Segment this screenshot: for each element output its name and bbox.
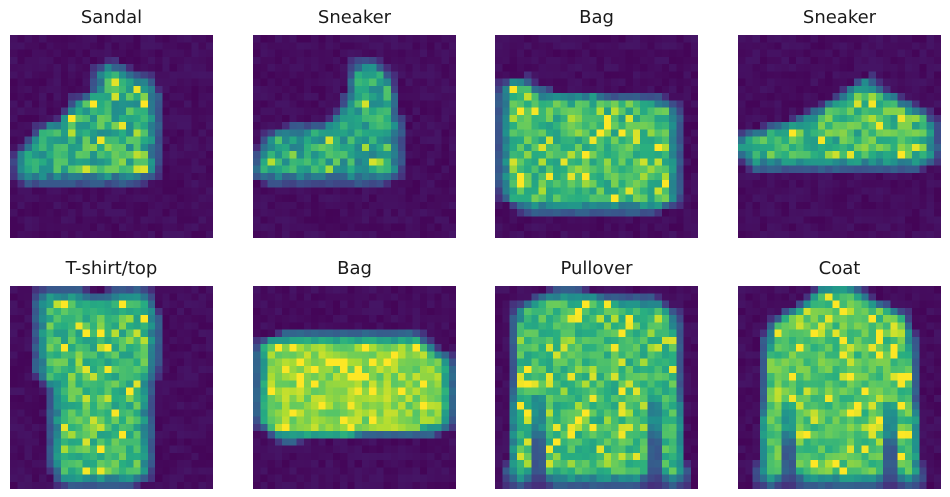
panel-image [738,286,941,489]
panel-title: T-shirt/top [65,258,158,279]
panel-title: Sneaker [802,7,877,28]
panel-title: Sneaker [317,7,392,28]
panel-bag-2: Bag [253,254,456,490]
panel-bag-1: Bag [495,3,698,239]
panel-image [10,286,213,489]
panel-title: Coat [818,258,861,279]
panel-image [253,35,456,238]
panel-sneaker-1: Sneaker [253,3,456,239]
panel-image [10,35,213,238]
panel-image [495,286,698,489]
panel-coat: Coat [738,254,941,490]
panel-image [495,35,698,238]
panel-title: Pullover [560,258,633,279]
panel-title: Bag [337,258,372,279]
panel-tshirt: T-shirt/top [10,254,213,490]
panel-image [738,35,941,238]
panel-image [253,286,456,489]
panel-sneaker-2: Sneaker [738,3,941,239]
panel-pullover: Pullover [495,254,698,490]
panel-sandal: Sandal [10,3,213,239]
panel-title: Sandal [80,7,143,28]
panel-title: Bag [579,7,614,28]
